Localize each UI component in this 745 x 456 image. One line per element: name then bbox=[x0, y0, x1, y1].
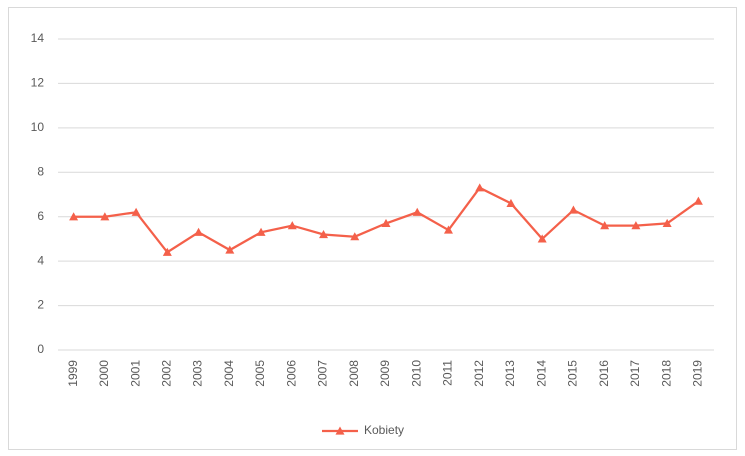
marker bbox=[69, 212, 79, 221]
marker bbox=[475, 183, 485, 192]
legend-marker bbox=[335, 426, 345, 435]
marker bbox=[568, 205, 578, 214]
y-tick-label: 6 bbox=[37, 209, 44, 223]
y-tick-label: 2 bbox=[37, 298, 44, 312]
marker bbox=[225, 245, 235, 254]
x-tick-label: 2001 bbox=[128, 360, 142, 387]
marker bbox=[443, 225, 453, 234]
x-tick-label: 2006 bbox=[284, 360, 298, 387]
marker bbox=[350, 232, 360, 241]
x-tick-label: 2010 bbox=[409, 360, 423, 387]
marker bbox=[693, 196, 703, 205]
marker bbox=[100, 212, 110, 221]
marker bbox=[662, 218, 672, 227]
legend-label: Kobiety bbox=[364, 423, 404, 437]
marker bbox=[131, 207, 141, 216]
y-tick-label: 12 bbox=[31, 76, 45, 90]
y-tick-label: 14 bbox=[31, 31, 45, 45]
marker bbox=[256, 227, 266, 236]
x-tick-label: 2018 bbox=[659, 360, 673, 387]
marker bbox=[381, 218, 391, 227]
x-tick-label: 2005 bbox=[253, 360, 267, 387]
x-tick-label: 2015 bbox=[566, 360, 580, 387]
x-tick-label: 2012 bbox=[472, 360, 486, 387]
x-tick-label: 2019 bbox=[691, 360, 705, 387]
x-tick-label: 2016 bbox=[597, 360, 611, 387]
y-tick-label: 0 bbox=[37, 342, 44, 356]
marker bbox=[319, 229, 329, 239]
marker bbox=[537, 234, 547, 243]
marker bbox=[412, 207, 422, 216]
y-tick-label: 8 bbox=[37, 164, 44, 178]
x-tick-label: 2003 bbox=[191, 360, 205, 387]
y-tick-label: 4 bbox=[37, 253, 44, 267]
x-tick-label: 2011 bbox=[441, 360, 455, 386]
x-tick-label: 2000 bbox=[97, 360, 111, 387]
marker bbox=[506, 198, 516, 207]
marker bbox=[631, 221, 641, 230]
x-tick-label: 2008 bbox=[347, 360, 361, 387]
x-tick-label: 2002 bbox=[160, 360, 174, 387]
y-tick-label: 10 bbox=[31, 120, 45, 134]
x-tick-label: 2004 bbox=[222, 360, 236, 387]
marker bbox=[600, 221, 610, 230]
x-tick-label: 2007 bbox=[316, 360, 330, 387]
x-tick-label: 2013 bbox=[503, 360, 517, 387]
x-tick-label: 2014 bbox=[534, 360, 548, 387]
marker bbox=[162, 247, 172, 256]
x-tick-label: 1999 bbox=[66, 360, 80, 387]
x-tick-label: 2017 bbox=[628, 360, 642, 387]
marker bbox=[194, 227, 204, 236]
marker bbox=[287, 221, 297, 230]
x-tick-label: 2009 bbox=[378, 360, 392, 387]
